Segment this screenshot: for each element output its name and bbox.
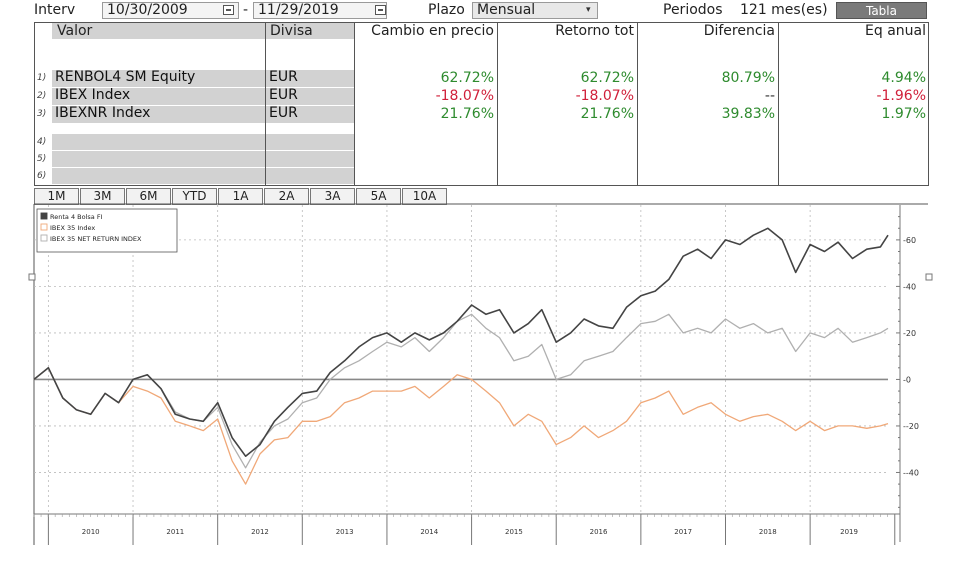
legend-swatch [40, 234, 48, 242]
x-tick-label: 2011 [166, 528, 184, 536]
header-valor: Valor [57, 23, 93, 39]
row-valor[interactable] [52, 168, 265, 184]
row-divisa [266, 134, 354, 150]
x-tick-label: 2019 [840, 528, 858, 536]
term-label: Plazo [428, 2, 465, 18]
series-line [33, 227, 889, 457]
y-tick-label: --40 [903, 468, 919, 477]
row-eq-anual: 1.97% [881, 106, 926, 122]
row-valor[interactable]: IBEX Index [52, 88, 265, 105]
row-number: 4) [37, 137, 47, 147]
legend-label: IBEX 35 Index [50, 224, 95, 232]
period-button-1a[interactable]: 1A [218, 188, 263, 205]
row-retorno: 21.76% [580, 106, 634, 122]
x-tick-label: 2010 [82, 528, 100, 536]
header-cambio: Cambio en precio [371, 23, 494, 39]
period-button-5a[interactable]: 5A [356, 188, 401, 205]
chart-right-handle [925, 273, 933, 281]
legend-box [36, 208, 178, 253]
row-retorno: 62.72% [580, 70, 634, 86]
x-tick-label: 2016 [590, 528, 608, 536]
row-divisa: EUR [266, 106, 354, 123]
row-divisa: EUR [266, 70, 354, 87]
row-diferencia: 39.83% [721, 106, 775, 122]
header-eq-anual: Eq anual [865, 23, 926, 39]
header-retorno: Retorno tot [555, 23, 634, 39]
period-button-3a[interactable]: 3A [310, 188, 355, 205]
legend-swatch [40, 223, 48, 231]
col-divider [637, 22, 638, 186]
table-button[interactable]: Tabla [836, 2, 927, 19]
y-tick-label: -40 [903, 282, 916, 291]
header-diferencia: Diferencia [703, 23, 775, 39]
period-button-2a[interactable]: 2A [264, 188, 309, 205]
end-date-field[interactable]: 11/29/2019 [253, 2, 387, 19]
row-valor[interactable]: IBEXNR Index [52, 106, 265, 123]
table-bottom-border [34, 185, 929, 186]
securities-table: Valor Divisa Cambio en precio Retorno to… [0, 0, 961, 187]
row-number: 5) [37, 154, 47, 164]
row-eq-anual: -1.96% [876, 88, 926, 104]
periods-value: 121 mes(es) [740, 2, 828, 18]
row-valor[interactable]: RENBOL4 SM Equity [52, 70, 265, 87]
periods-label: Periodos [663, 2, 723, 18]
row-number: 6) [37, 171, 47, 181]
x-tick-label: 2018 [759, 528, 777, 536]
start-date-calendar-icon[interactable] [223, 5, 234, 15]
row-divisa [266, 151, 354, 167]
period-button-1m[interactable]: 1M [34, 188, 79, 205]
col-divider [778, 22, 779, 186]
row-cambio: 21.76% [440, 106, 494, 122]
row-divisa: EUR [266, 88, 354, 105]
legend-label: Renta 4 Bolsa FI [50, 213, 103, 221]
y-tick-label: -0 [903, 375, 911, 384]
series-line [33, 367, 889, 485]
x-tick-label: 2012 [251, 528, 269, 536]
x-tick-label: 2014 [420, 528, 438, 536]
date-separator: - [243, 2, 249, 18]
col-divider [497, 22, 498, 186]
chart-left-handle [28, 273, 36, 281]
row-diferencia: -- [764, 88, 775, 104]
end-date-calendar-icon[interactable] [375, 5, 386, 15]
row-cambio: 62.72% [440, 70, 494, 86]
x-tick-label: 2017 [674, 528, 692, 536]
series-line [33, 313, 889, 469]
row-divisa [266, 168, 354, 184]
col-divider [265, 22, 266, 186]
y-tick-label: -20 [903, 329, 916, 338]
row-eq-anual: 4.94% [881, 70, 926, 86]
legend-swatch [40, 212, 48, 220]
row-valor[interactable] [52, 151, 265, 167]
header-divisa-cell [266, 23, 354, 39]
interval-label: Interv [34, 2, 76, 18]
row-number: 2) [37, 91, 47, 101]
y-tick-label: --20 [903, 422, 919, 431]
header-valor-cell [52, 23, 265, 39]
x-tick-label: 2015 [505, 528, 523, 536]
interval-toolbar: Interv 10/30/2009 - 11/29/2019 Plazo Men… [0, 0, 961, 22]
row-valor[interactable] [52, 134, 265, 150]
header-divisa: Divisa [270, 23, 313, 39]
row-cambio: -18.07% [435, 88, 494, 104]
x-tick-label: 2013 [336, 528, 354, 536]
table-top-border [34, 22, 929, 23]
chevron-down-icon[interactable]: ▾ [586, 5, 591, 15]
row-number: 3) [37, 109, 47, 119]
term-select[interactable]: Mensual [472, 2, 598, 19]
y-tick-label: -60 [903, 236, 916, 245]
start-date-field[interactable]: 10/30/2009 [102, 2, 239, 19]
table-right-border [928, 22, 929, 186]
row-retorno: -18.07% [575, 88, 634, 104]
table-left-border [34, 22, 35, 186]
legend-label: IBEX 35 NET RETURN INDEX [50, 235, 142, 243]
row-number: 1) [37, 73, 47, 83]
col-divider [354, 22, 355, 186]
row-diferencia: 80.79% [721, 70, 775, 86]
